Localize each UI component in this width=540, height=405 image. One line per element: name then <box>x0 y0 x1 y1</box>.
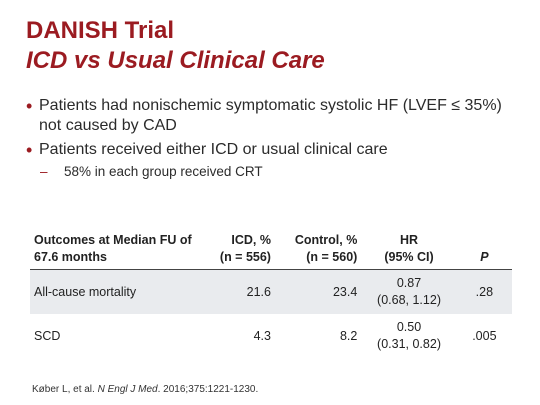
sub-bullet-text: 58% in each group received CRT <box>64 164 263 179</box>
slide-title-line1: DANISH Trial <box>26 17 175 44</box>
bullet-item: • Patients had nonischemic symptomatic s… <box>26 96 526 136</box>
header-icd-line1: ICD, % <box>231 233 271 247</box>
header-control: Control, % (n = 560) <box>274 228 362 270</box>
bullet-list: • Patients had nonischemic symptomatic s… <box>26 96 526 182</box>
dash-icon: – <box>40 164 48 179</box>
header-p: P <box>456 228 512 270</box>
bullet-text: Patients had nonischemic symptomatic sys… <box>39 97 502 134</box>
bullet-item: • Patients received either ICD or usual … <box>26 140 526 160</box>
bullet-dot-icon: • <box>26 96 33 116</box>
citation-details: . 2016;375:1221-1230. <box>157 384 259 395</box>
header-outcome-line2: 67.6 months <box>34 250 107 264</box>
cell-hr-value: 0.50 <box>396 320 422 334</box>
cell-hr-ci: (0.31, 0.82) <box>377 337 441 351</box>
cell-hr-ci: (0.68, 1.12) <box>377 293 441 307</box>
header-outcome-line1: Outcomes at Median FU of <box>34 233 192 247</box>
table-header-row: Outcomes at Median FU of 67.6 months ICD… <box>30 228 512 270</box>
header-hr-line1: HR <box>399 233 419 247</box>
header-outcome: Outcomes at Median FU of 67.6 months <box>30 228 199 270</box>
header-icd-line2: (n = 556) <box>219 250 271 264</box>
cell-p: .005 <box>472 328 497 343</box>
cell-hr: 0.87 (0.68, 1.12) <box>361 269 457 314</box>
cell-control: 23.4 <box>274 269 362 314</box>
citation-authors: Køber L, et al. <box>32 384 98 395</box>
header-hr: HR (95% CI) <box>361 228 457 270</box>
citation-journal: N Engl J Med <box>97 384 158 395</box>
header-control-line2: (n = 560) <box>306 250 358 264</box>
cell-p: .28 <box>456 269 512 314</box>
cell-icd: 4.3 <box>253 328 271 343</box>
header-hr-line2: (95% CI) <box>384 250 434 264</box>
table-row: All-cause mortality 21.6 23.4 0.87 (0.68… <box>30 269 512 314</box>
bullet-text: Patients received either ICD or usual cl… <box>39 141 388 158</box>
cell-outcome: SCD <box>34 328 61 343</box>
cell-hr-value: 0.87 <box>396 276 422 290</box>
bullet-dot-icon: • <box>26 140 33 160</box>
citation: Køber L, et al. N Engl J Med. 2016;375:1… <box>32 384 258 395</box>
table-row: SCD 4.3 8.2 0.50 (0.31, 0.82) .005 <box>30 314 512 358</box>
header-p-label: P <box>480 250 489 264</box>
cell-outcome: All-cause mortality <box>30 269 199 314</box>
cell-control: 8.2 <box>339 328 358 343</box>
outcomes-table: Outcomes at Median FU of 67.6 months ICD… <box>30 228 512 358</box>
cell-hr: 0.50 (0.31, 0.82) <box>361 314 456 358</box>
header-icd: ICD, % (n = 556) <box>198 228 275 270</box>
slide-title-line2: ICD vs Usual Clinical Care <box>26 47 325 74</box>
sub-bullet-item: – 58% in each group received CRT <box>26 162 526 182</box>
header-control-line1: Control, % <box>294 233 358 247</box>
cell-icd: 21.6 <box>198 269 275 314</box>
